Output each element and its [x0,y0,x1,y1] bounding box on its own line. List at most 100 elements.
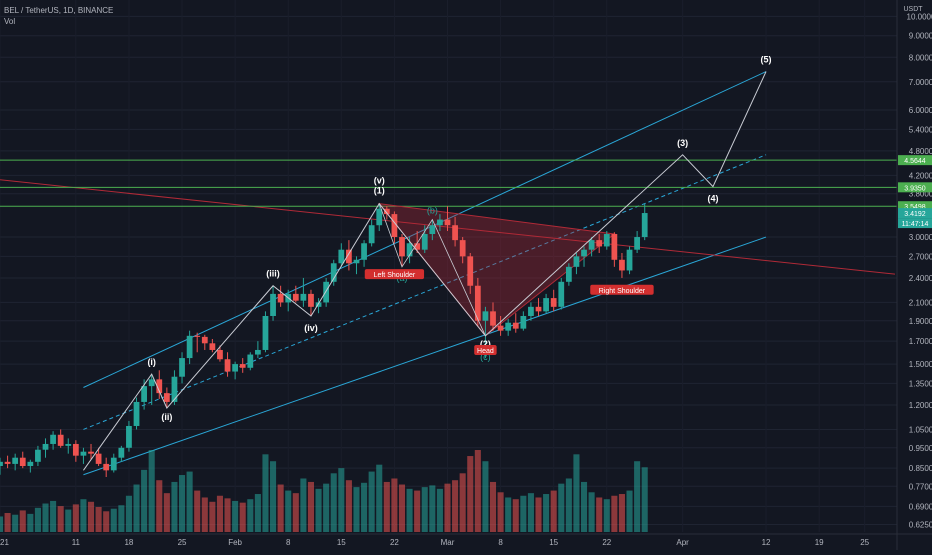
candle-body [581,249,587,257]
candle-body [95,453,102,464]
volume-bar [603,499,610,532]
candle-body [315,302,322,307]
volume-bar [216,495,223,532]
candle-body [406,243,413,257]
candle-body [118,447,125,458]
date-tick-label: 15 [549,538,558,547]
price-tag [898,201,932,212]
volume-indicator-label[interactable]: Vol [4,17,16,26]
volume-bar [12,514,19,532]
volume-bar [550,490,557,532]
volume-bar [429,485,436,532]
volume-bar [383,481,390,532]
volume-bar [527,493,534,532]
price-tick-label: 10.0000 [907,12,932,21]
price-tick-label: 0.6900 [909,502,932,511]
candle-body [421,234,428,250]
volume-bar [254,494,261,532]
candle-body [558,281,565,307]
price-tick-label: 1.9000 [909,317,932,326]
price-tick-label: 1.2000 [909,401,932,410]
wave-label: (iv) [304,323,318,333]
elliott-wave-path [83,71,767,471]
price-tick-label: 8.0000 [909,53,932,62]
volume-bar [285,490,292,532]
volume-bar [292,493,299,532]
candle-body [626,249,633,271]
volume-bar [497,492,504,532]
date-tick-label: Mar [441,538,455,547]
volume-bar [634,461,641,532]
price-tag [898,155,932,166]
candle-body [12,457,19,464]
volume-bar [323,483,330,532]
candle-body [353,259,360,264]
volume-bar [588,492,595,532]
candle-body [437,219,443,226]
date-tick-label: 19 [815,538,824,547]
price-tag [898,208,932,219]
candle-body [217,349,223,360]
abc-correction-path [378,203,486,336]
candle-body [361,243,367,260]
volume-bar [270,461,277,532]
candle-body [528,306,534,316]
candle-body [201,336,208,344]
volume-bar [103,511,110,532]
price-tick-label: 2.7000 [909,252,932,261]
volume-bar [452,480,459,532]
pattern-badge [364,269,425,280]
candle-body [619,259,625,271]
candle-body [141,386,147,402]
volume-bar [141,469,148,532]
candle-body [88,451,94,454]
wave-label: (1) [374,186,385,196]
candle-body [65,443,72,446]
symbol-title[interactable]: BEL / TetherUS, 1D, BINANCE [4,6,114,15]
volume-bar [27,513,34,532]
candle-body [292,293,299,301]
candle-body [391,214,398,238]
candle-body [383,208,390,215]
volume-bar [247,499,254,532]
volume-bar [118,505,125,532]
date-tick-label: 25 [178,538,187,547]
price-tick-label: 2.1000 [909,298,932,307]
date-tick-label: Apr [676,538,689,547]
volume-bar [42,503,49,532]
volume-bar [110,508,117,532]
volume-bar [459,473,466,532]
volume-bar [444,483,451,532]
candle-body [467,256,474,286]
candle-body [42,443,49,450]
price-tag-text: 3.4192 [904,211,926,218]
volume-bar [376,464,383,532]
volume-bar [505,497,512,532]
volume-bar [300,478,307,532]
volume-bar [194,490,201,532]
volume-bar [414,490,421,532]
candle-body [148,379,155,387]
candle-body [330,263,337,282]
candle-body [490,311,496,326]
candle-body [179,358,185,377]
volume-bar [353,487,360,532]
wave-labels: (i)(ii)(iii)(iv)(v)(1)(2)(3)(4)(5)(a)(b)… [147,55,771,422]
candle-body [414,243,421,250]
date-tick-label: Feb [228,538,242,547]
volume-bar [368,471,375,532]
volume-bar [57,506,64,532]
candle-body [482,311,489,321]
candle-body [254,349,261,355]
price-tick-label: 0.9500 [909,444,932,453]
volume-bar [361,482,368,532]
volume-bar [224,498,231,532]
volume-bar [489,481,497,532]
abc-label: (b) [427,206,438,216]
volume-bar [391,478,398,532]
candle-body [452,225,458,241]
price-tick-label: 7.0000 [909,78,932,87]
